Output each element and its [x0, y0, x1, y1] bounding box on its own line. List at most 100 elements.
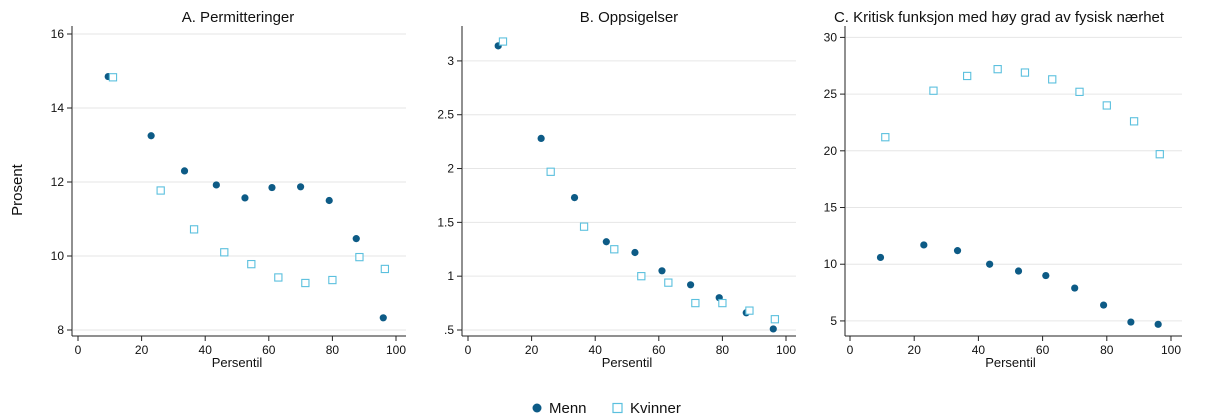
data-point-menn: [325, 196, 333, 205]
data-point-kvinner: [718, 298, 727, 308]
x-tick-label: 40: [199, 343, 213, 357]
data-point-kvinner: [247, 259, 256, 269]
series-menn: [494, 42, 777, 333]
legend-marker-menn: [532, 403, 542, 413]
data-point-menn: [352, 235, 360, 243]
data-point-menn: [1127, 318, 1135, 326]
legend-marker-kvinner: [612, 402, 623, 414]
data-point-menn: [241, 194, 249, 202]
y-tick-label: 14: [51, 101, 65, 115]
data-point-menn: [1042, 271, 1050, 280]
legend: Menn Kvinner: [532, 400, 681, 417]
x-tick-label: 40: [972, 343, 986, 357]
data-point-kvinner: [664, 278, 673, 287]
data-point-kvinner: [770, 315, 780, 324]
x-tick-label: 80: [716, 343, 730, 357]
x-tick-label: 100: [776, 343, 796, 357]
data-point-kvinner: [498, 37, 508, 46]
x-tick-label: 60: [652, 343, 666, 357]
y-tick-label: 3: [447, 54, 454, 68]
data-point-kvinner: [328, 275, 337, 285]
y-tick-label: 30: [824, 30, 838, 44]
data-point-menn: [769, 325, 777, 333]
y-tick-label: 15: [824, 201, 838, 215]
legend-label-menn: Menn: [549, 400, 587, 417]
data-point-kvinner: [301, 278, 310, 288]
legend-label-kvinner: Kvinner: [630, 400, 681, 417]
x-axis-label: Persentil: [985, 355, 1036, 370]
data-point-menn: [212, 181, 220, 189]
x-tick-label: 0: [465, 343, 472, 357]
data-point-kvinner: [380, 264, 390, 274]
data-point-kvinner: [1129, 117, 1139, 126]
y-tick-label: 5: [830, 314, 837, 328]
data-point-kvinner: [274, 273, 283, 282]
panel-title: A. Permitteringer: [182, 9, 295, 26]
series-kvinner: [498, 37, 780, 324]
data-point-menn: [268, 183, 276, 192]
data-point-menn: [180, 167, 189, 175]
data-point-kvinner: [1020, 68, 1030, 77]
panel-1: A. Permitteringer 8 10 12 14 16 0 20 40 60 80 100 Pe…: [51, 9, 407, 370]
panel-2: B. Oppsigelser .5 1 1.5 2 2.5 3 0 20 40 60 80 100 Per…: [437, 9, 796, 370]
data-point-kvinner: [881, 133, 890, 142]
y-tick-label: 20: [824, 144, 838, 158]
data-point-menn: [1099, 301, 1108, 309]
series-menn: [104, 72, 387, 322]
data-point-menn: [986, 260, 994, 268]
x-tick-label: 100: [1161, 343, 1181, 357]
data-point-kvinner: [691, 298, 700, 308]
x-tick-label: 60: [1036, 343, 1050, 357]
y-tick-label: 8: [57, 323, 64, 337]
data-point-menn: [1014, 267, 1023, 275]
x-tick-label: 0: [75, 343, 82, 357]
data-point-menn: [379, 314, 387, 322]
x-tick-label: 0: [847, 343, 854, 357]
x-tick-label: 80: [326, 343, 340, 357]
data-point-kvinner: [637, 272, 646, 281]
data-point-menn: [687, 281, 695, 289]
data-point-kvinner: [1155, 150, 1164, 159]
data-point-menn: [147, 132, 155, 140]
x-tick-label: 60: [262, 343, 276, 357]
data-point-kvinner: [108, 73, 118, 82]
panel-title: B. Oppsigelser: [580, 9, 678, 26]
y-tick-label: 1.5: [437, 215, 454, 229]
series-kvinner: [881, 65, 1164, 159]
x-axis-label: Persentil: [602, 355, 653, 370]
data-point-kvinner: [929, 86, 938, 95]
x-tick-label: 40: [589, 343, 603, 357]
data-point-kvinner: [1075, 87, 1084, 96]
panel-title: C. Kritisk funksjon med høy grad av fysi…: [834, 9, 1165, 26]
data-point-kvinner: [745, 306, 754, 315]
data-point-kvinner: [1102, 101, 1111, 110]
data-point-menn: [1071, 284, 1079, 292]
data-point-menn: [876, 253, 885, 262]
data-point-kvinner: [963, 71, 972, 81]
data-point-menn: [537, 134, 545, 143]
y-tick-label: 2.5: [437, 108, 454, 122]
y-tick-label: 2: [447, 162, 454, 176]
data-point-kvinner: [579, 222, 589, 231]
y-tick-label: 1: [447, 269, 454, 283]
data-point-menn: [570, 194, 579, 202]
y-tick-label: 16: [51, 27, 65, 41]
data-point-menn: [658, 267, 666, 275]
x-axis-label: Persentil: [212, 355, 263, 370]
x-tick-label: 20: [525, 343, 539, 357]
data-point-kvinner: [220, 248, 229, 257]
y-tick-label: 12: [51, 175, 65, 189]
data-point-kvinner: [993, 65, 1002, 74]
data-point-menn: [1154, 320, 1162, 328]
x-tick-label: 100: [386, 343, 406, 357]
series-kvinner: [108, 73, 390, 288]
data-point-menn: [631, 248, 639, 257]
data-point-kvinner: [355, 252, 364, 262]
data-point-menn: [953, 247, 962, 255]
data-point-kvinner: [156, 186, 165, 195]
data-point-kvinner: [546, 167, 555, 176]
y-axis-label: Prosent: [9, 163, 26, 216]
data-point-menn: [920, 241, 928, 249]
y-tick-label: 25: [824, 87, 838, 101]
